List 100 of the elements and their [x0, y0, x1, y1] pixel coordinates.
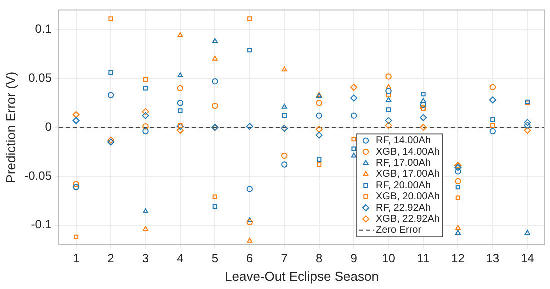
point [490, 117, 496, 122]
legend-label: XGB, 20.00Ah [376, 192, 440, 203]
x-tick-label: 1 [72, 252, 80, 266]
point [142, 208, 148, 214]
point [455, 225, 461, 230]
point [108, 92, 114, 98]
point [178, 123, 183, 128]
x-tick-label: 14 [520, 252, 535, 266]
point [316, 112, 322, 119]
point [72, 117, 80, 124]
legend-label: Zero Error [376, 225, 422, 236]
point [212, 56, 218, 61]
point [490, 128, 496, 135]
point [316, 100, 322, 106]
y-tick-label: -0.05 [24, 168, 52, 183]
point [108, 70, 114, 76]
x-tick-label: 3 [142, 252, 150, 266]
point [212, 102, 218, 110]
point [246, 123, 254, 130]
point [386, 108, 392, 112]
x-axis-title: Leave-Out Eclipse Season [225, 268, 379, 284]
point [282, 104, 288, 109]
point [352, 146, 356, 152]
point [176, 127, 184, 134]
point [142, 226, 148, 232]
x-tick-label: 9 [350, 252, 358, 266]
point [142, 124, 149, 130]
point [143, 86, 148, 91]
point [177, 85, 184, 92]
point [212, 78, 218, 85]
point [316, 126, 323, 134]
point [108, 16, 114, 22]
point [386, 97, 392, 102]
y-tick-label: 0.05 [28, 70, 52, 85]
point [247, 217, 253, 222]
point [142, 108, 150, 116]
point [142, 112, 150, 120]
point [421, 92, 426, 97]
point [282, 114, 287, 118]
point [420, 98, 426, 103]
legend-label: XGB, 22.92Ah [376, 214, 440, 225]
y-tick-label: 0.1 [35, 22, 52, 36]
point [248, 48, 252, 53]
point [143, 77, 148, 82]
point [386, 92, 392, 98]
x-tick-label: 2 [108, 252, 115, 266]
point [212, 194, 218, 200]
x-tick-label: 6 [246, 252, 254, 266]
point [72, 111, 80, 118]
y-tick-label: 0 [45, 120, 52, 134]
point [420, 102, 427, 108]
point [74, 234, 79, 240]
point [248, 16, 252, 22]
legend-label: RF, 20.00Ah [376, 180, 432, 192]
x-tick-label: 10 [382, 252, 396, 266]
point [212, 204, 218, 210]
point [282, 162, 288, 168]
point [386, 84, 392, 90]
x-tick-label: 11 [417, 252, 430, 266]
point [420, 114, 427, 122]
y-tick-label: -0.1 [31, 218, 52, 232]
point [246, 186, 253, 192]
point [350, 112, 358, 119]
point [386, 88, 392, 94]
point [350, 94, 358, 102]
point [524, 122, 531, 129]
point [282, 152, 288, 160]
legend-label: RF, 14.00Ah [376, 136, 432, 147]
x-tick-label: 8 [316, 252, 323, 266]
legend-label: XGB, 17.00Ah [376, 169, 440, 180]
point [455, 230, 461, 236]
legend-label: RF, 17.00Ah [376, 158, 432, 169]
point [247, 238, 253, 243]
point [490, 123, 496, 128]
point [420, 124, 427, 132]
point [73, 184, 80, 190]
point [489, 96, 496, 104]
point [351, 152, 357, 158]
x-tick-label: 7 [281, 252, 288, 266]
x-tick-label: 4 [177, 252, 184, 266]
point [176, 123, 184, 130]
point [352, 137, 356, 142]
point [386, 74, 392, 80]
x-tick-label: 12 [452, 252, 466, 266]
legend-label: RF, 22.92Ah [376, 202, 432, 214]
point [212, 38, 218, 44]
point [246, 219, 253, 226]
point [316, 132, 323, 139]
point [316, 162, 322, 168]
point [524, 230, 530, 236]
point [178, 32, 184, 38]
point [73, 181, 80, 188]
point [455, 168, 462, 175]
point [350, 84, 358, 91]
point [524, 127, 532, 134]
point [385, 122, 392, 130]
point [456, 184, 461, 190]
point [282, 66, 288, 72]
point [178, 108, 183, 114]
point [524, 119, 532, 126]
